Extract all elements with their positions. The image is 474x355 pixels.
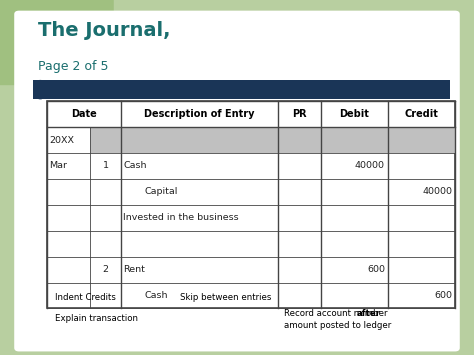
Text: 40000: 40000: [422, 187, 452, 196]
Text: Debit: Debit: [339, 109, 369, 119]
Text: Description of Entry: Description of Entry: [144, 109, 255, 119]
Text: after: after: [357, 309, 381, 318]
Text: The Journal,: The Journal,: [38, 21, 171, 40]
Text: Indent Credits: Indent Credits: [55, 293, 115, 302]
Text: Record account number: Record account number: [284, 309, 391, 318]
Text: 2: 2: [102, 265, 109, 274]
Text: Date: Date: [71, 109, 97, 119]
Text: 40000: 40000: [355, 162, 385, 170]
Text: Cash: Cash: [123, 162, 146, 170]
Text: Rent: Rent: [123, 265, 145, 274]
Text: Explain transaction: Explain transaction: [55, 314, 137, 323]
Text: 600: 600: [367, 265, 385, 274]
Text: PR: PR: [292, 109, 306, 119]
Text: Capital: Capital: [145, 187, 178, 196]
Text: 600: 600: [434, 291, 452, 300]
Text: 1: 1: [102, 162, 109, 170]
Text: 20XX: 20XX: [49, 136, 74, 144]
Text: amount posted to ledger: amount posted to ledger: [284, 321, 392, 331]
Text: Credit: Credit: [404, 109, 438, 119]
Text: Cash: Cash: [145, 291, 168, 300]
Text: Page 2 of 5: Page 2 of 5: [38, 60, 109, 73]
Text: Invested in the business: Invested in the business: [123, 213, 239, 222]
Text: Mar: Mar: [49, 162, 67, 170]
Text: Skip between entries: Skip between entries: [180, 293, 272, 302]
